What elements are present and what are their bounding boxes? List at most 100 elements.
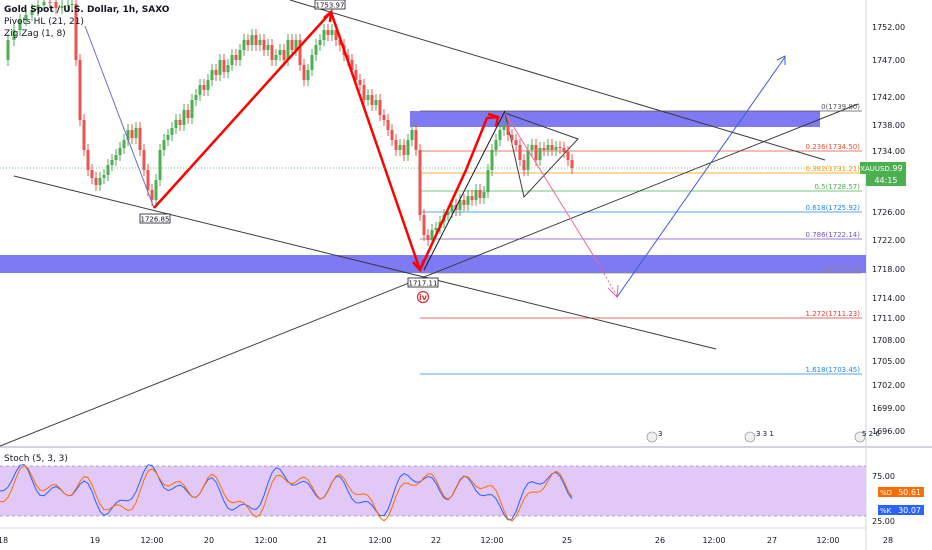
candle-body	[302, 65, 306, 80]
zigzag-path[interactable]	[153, 9, 500, 273]
candle-body	[126, 130, 130, 140]
fib-level-label: 1.272(1711.23)	[806, 310, 861, 318]
candle-body	[222, 60, 226, 72]
time-tick-label: 12:00	[368, 536, 391, 545]
candle-body	[466, 196, 470, 205]
candle-body	[366, 95, 370, 100]
candle-body	[450, 205, 454, 212]
candle-body	[166, 135, 170, 140]
candle-body	[398, 145, 402, 150]
fib-level-label: 1(1717.34)	[821, 265, 860, 273]
candle-body	[474, 190, 478, 200]
candle-body	[226, 65, 230, 72]
event-marker-2[interactable]: 3 3 1	[744, 430, 774, 443]
candle-body	[82, 120, 86, 150]
candle-body	[402, 145, 406, 155]
price-axis[interactable]: 1752.001747.001742.001738.001734.001730.…	[872, 23, 905, 436]
candle-body	[310, 55, 314, 70]
fib-level-label: 1.618(1703.45)	[806, 366, 861, 374]
stoch-d-line[interactable]	[0, 464, 573, 522]
support-zone[interactable]	[0, 255, 866, 273]
candle-body	[294, 40, 298, 50]
candle-body	[486, 170, 490, 192]
candle-body	[490, 150, 494, 170]
candle-body	[94, 178, 98, 185]
price-tick-label: 1705.00	[872, 357, 905, 366]
bullish-projection-arrow[interactable]	[616, 56, 786, 298]
time-tick-label: 12:00	[816, 536, 839, 545]
price-tick-label: 1722.00	[872, 236, 905, 245]
candle-body	[482, 192, 486, 198]
wave-c-projection-line[interactable]	[423, 110, 506, 271]
event-count-1: 3	[658, 430, 662, 438]
resistance-zone[interactable]	[410, 111, 820, 127]
time-axis[interactable]: 18 19 12:00 20 12:00 21 12:00 22 12:00 25 26 12:00 2…	[0, 536, 893, 545]
candle-body	[330, 30, 334, 35]
time-tick-label: 27	[767, 536, 777, 545]
candle-body	[338, 40, 342, 45]
candle-body	[462, 200, 466, 205]
price-tick-label: 1742.00	[872, 93, 905, 102]
candle-body	[150, 190, 154, 200]
candle-body	[122, 140, 126, 148]
time-tick-label: 12:00	[480, 536, 503, 545]
candle-body	[542, 148, 546, 150]
wave-iv-marker[interactable]: iv	[416, 290, 430, 304]
candle-body	[494, 140, 498, 150]
rising-trendline[interactable]	[0, 103, 859, 447]
candle-body	[134, 128, 138, 138]
candle-body	[242, 40, 246, 50]
candle-body	[230, 55, 234, 65]
candle-body	[326, 30, 330, 35]
price-tick-label: 1696.00	[872, 427, 905, 436]
candle-body	[446, 212, 450, 215]
candle-body	[146, 170, 150, 190]
candle-body	[354, 70, 358, 80]
candle-body	[282, 50, 286, 60]
candle-body	[470, 196, 474, 200]
event-marker-3[interactable]: 5 2 6	[854, 430, 880, 443]
zigzag-pre-line	[84, 25, 155, 209]
stoch-level-25: 25.00	[872, 517, 895, 526]
time-tick-label: 26	[655, 536, 665, 545]
candle-body	[318, 40, 322, 45]
candle-body	[86, 150, 90, 170]
time-tick-label: 28	[883, 536, 893, 545]
candle-body	[202, 85, 206, 90]
candle-body	[414, 130, 418, 150]
candle-body	[274, 55, 278, 60]
candle-body	[514, 140, 518, 145]
candle-body	[554, 147, 558, 150]
candle-body	[138, 128, 142, 150]
legend-pivots: Pivots HL (21, 21)	[4, 17, 84, 27]
fib-level-label: 0.786(1722.14)	[806, 231, 861, 239]
time-tick-label: 20	[204, 536, 214, 545]
price-tick-label: 1714.00	[872, 294, 905, 303]
candle-body	[110, 160, 114, 165]
pivot-label-low1: 1726.85	[139, 213, 171, 224]
event-marker-1[interactable]: 3	[646, 430, 662, 443]
candle-body	[374, 100, 378, 105]
fib-level-label: 0.618(1725.92)	[806, 204, 861, 212]
candle-body	[74, 4, 78, 60]
candle-body	[98, 178, 102, 185]
candle-body	[498, 130, 502, 140]
triangle-pattern[interactable]	[504, 112, 579, 199]
stoch-band	[0, 466, 866, 516]
candle-body	[250, 35, 254, 45]
candle-body	[102, 175, 106, 178]
stoch-k-line[interactable]	[0, 463, 573, 521]
lower-trendline[interactable]	[13, 175, 717, 350]
candle-body	[278, 50, 282, 55]
candle-body	[370, 95, 374, 105]
fibonacci-levels[interactable]: 0(1739.80) 0.236(1734.50) 0.382(1731.21) 0.…	[420, 103, 862, 375]
candle-body	[218, 60, 222, 75]
upper-trendline[interactable]	[289, 0, 826, 161]
fib-level-label: 0.382(1731.21)	[806, 165, 861, 173]
pivot-high-text: 1753.97	[316, 2, 345, 10]
candle-body	[198, 85, 202, 95]
bearish-projection-arrow[interactable]	[504, 112, 599, 264]
candle-body	[178, 120, 182, 125]
candle-body	[478, 190, 482, 198]
